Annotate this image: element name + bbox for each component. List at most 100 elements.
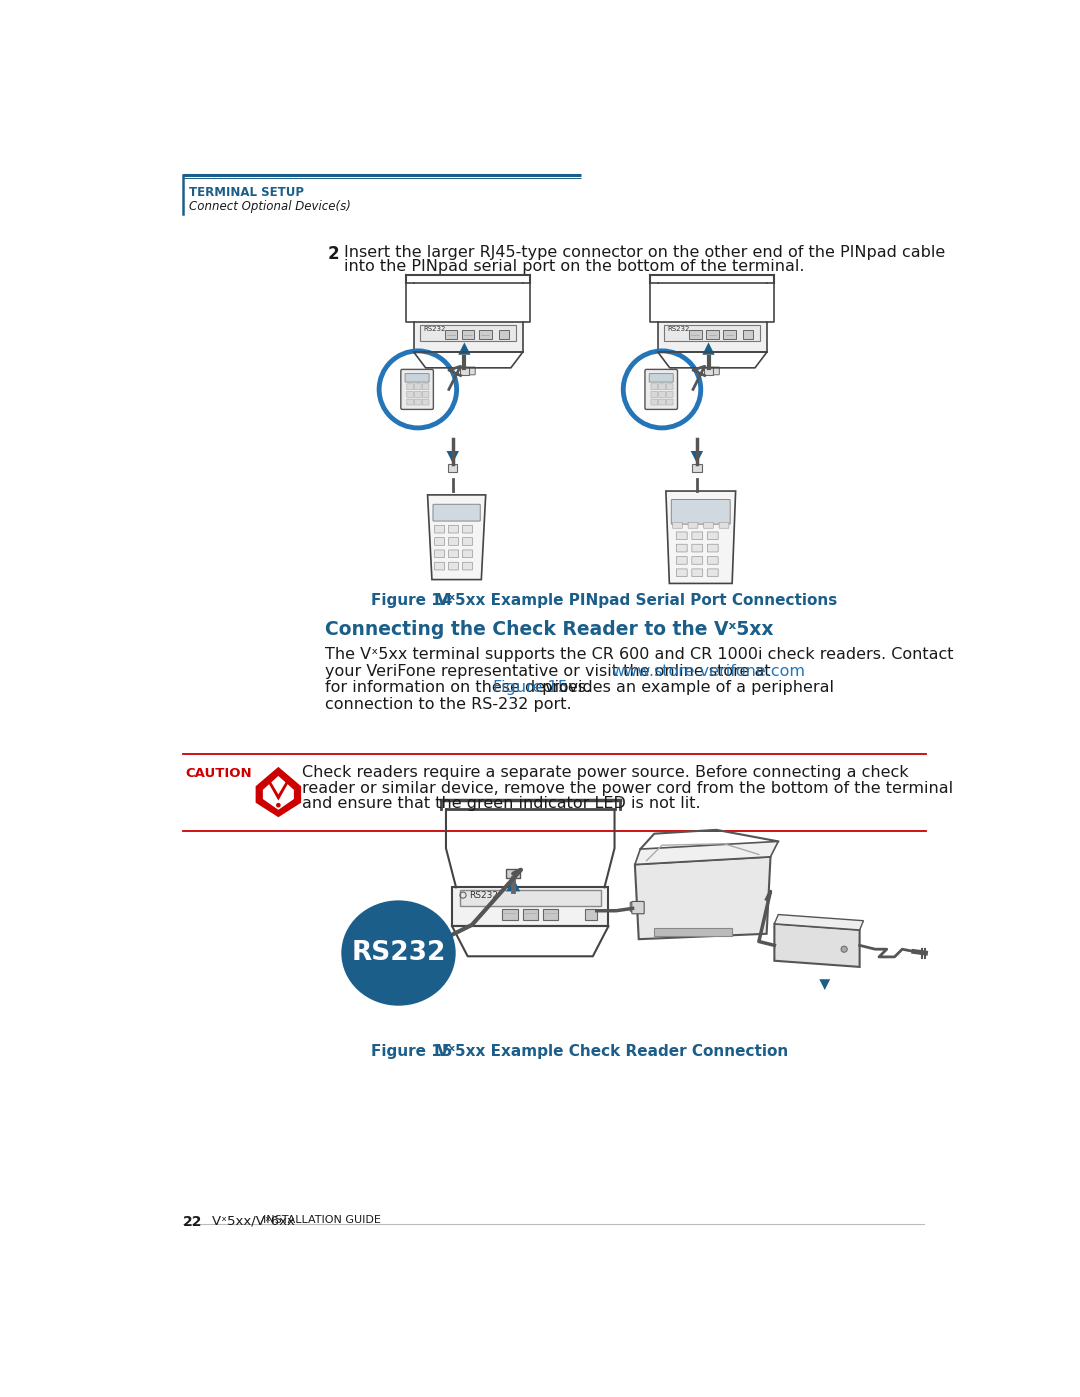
FancyBboxPatch shape	[692, 556, 703, 564]
Text: Figure 15: Figure 15	[372, 1044, 453, 1059]
FancyBboxPatch shape	[585, 909, 597, 919]
FancyBboxPatch shape	[507, 869, 521, 879]
FancyBboxPatch shape	[422, 384, 429, 390]
FancyBboxPatch shape	[676, 556, 687, 564]
FancyBboxPatch shape	[689, 330, 702, 338]
FancyBboxPatch shape	[704, 367, 713, 374]
FancyBboxPatch shape	[462, 525, 473, 534]
Text: Figure 14: Figure 14	[372, 594, 453, 609]
FancyBboxPatch shape	[461, 367, 475, 374]
FancyBboxPatch shape	[719, 522, 729, 528]
FancyBboxPatch shape	[654, 929, 732, 936]
FancyBboxPatch shape	[448, 562, 459, 570]
Polygon shape	[691, 451, 703, 464]
Polygon shape	[446, 451, 459, 464]
Polygon shape	[666, 490, 735, 584]
Text: Vˣ5xx Example Check Reader Connection: Vˣ5xx Example Check Reader Connection	[437, 1044, 788, 1059]
Text: into the PINpad serial port on the bottom of the terminal.: into the PINpad serial port on the botto…	[345, 260, 805, 274]
FancyBboxPatch shape	[445, 330, 458, 338]
Polygon shape	[268, 781, 289, 800]
FancyBboxPatch shape	[401, 369, 433, 409]
Ellipse shape	[342, 901, 455, 1004]
FancyBboxPatch shape	[460, 890, 600, 905]
Polygon shape	[257, 768, 300, 816]
FancyBboxPatch shape	[448, 464, 458, 472]
FancyBboxPatch shape	[692, 545, 703, 552]
Text: Check readers require a separate power source. Before connecting a check: Check readers require a separate power s…	[301, 766, 908, 780]
FancyBboxPatch shape	[415, 384, 421, 390]
FancyBboxPatch shape	[659, 400, 665, 405]
FancyBboxPatch shape	[462, 330, 474, 338]
FancyBboxPatch shape	[706, 330, 718, 338]
FancyBboxPatch shape	[659, 384, 665, 390]
FancyBboxPatch shape	[448, 525, 459, 534]
FancyBboxPatch shape	[462, 550, 473, 557]
FancyBboxPatch shape	[692, 532, 703, 539]
FancyBboxPatch shape	[420, 326, 516, 341]
FancyBboxPatch shape	[462, 562, 473, 570]
FancyBboxPatch shape	[543, 909, 558, 919]
FancyBboxPatch shape	[434, 538, 445, 545]
FancyBboxPatch shape	[433, 504, 481, 521]
FancyBboxPatch shape	[434, 525, 445, 534]
Text: 2: 2	[327, 244, 339, 263]
FancyBboxPatch shape	[676, 569, 687, 577]
FancyBboxPatch shape	[502, 909, 517, 919]
Text: Connect Optional Device(s): Connect Optional Device(s)	[189, 200, 351, 212]
FancyBboxPatch shape	[724, 330, 735, 338]
FancyBboxPatch shape	[407, 384, 414, 390]
Text: RS232: RS232	[667, 327, 690, 332]
FancyBboxPatch shape	[666, 391, 673, 397]
Text: for information on these devices.: for information on these devices.	[325, 680, 596, 696]
FancyBboxPatch shape	[645, 369, 677, 409]
FancyBboxPatch shape	[407, 391, 414, 397]
Polygon shape	[774, 923, 860, 967]
FancyBboxPatch shape	[453, 887, 608, 926]
Text: provides an example of a peripheral: provides an example of a peripheral	[538, 680, 835, 696]
FancyBboxPatch shape	[705, 367, 719, 374]
FancyBboxPatch shape	[407, 400, 414, 405]
Polygon shape	[428, 495, 486, 580]
FancyBboxPatch shape	[415, 391, 421, 397]
Text: reader or similar device, remove the power cord from the bottom of the terminal: reader or similar device, remove the pow…	[301, 781, 953, 795]
FancyBboxPatch shape	[676, 545, 687, 552]
Text: Vˣ5xx Example PINpad Serial Port Connections: Vˣ5xx Example PINpad Serial Port Connect…	[437, 594, 837, 609]
Text: RS232: RS232	[469, 891, 498, 900]
FancyBboxPatch shape	[692, 464, 702, 472]
Text: RS232: RS232	[351, 940, 446, 967]
FancyBboxPatch shape	[448, 550, 459, 557]
Text: Connecting the Check Reader to the Vˣ5xx: Connecting the Check Reader to the Vˣ5xx	[325, 620, 773, 640]
FancyBboxPatch shape	[499, 330, 509, 338]
FancyBboxPatch shape	[434, 550, 445, 557]
Circle shape	[841, 946, 847, 953]
FancyBboxPatch shape	[676, 532, 687, 539]
FancyBboxPatch shape	[659, 391, 665, 397]
Text: INSTALLATION GUIDE: INSTALLATION GUIDE	[262, 1215, 380, 1225]
Polygon shape	[774, 915, 864, 930]
FancyBboxPatch shape	[632, 901, 644, 914]
Text: RS232: RS232	[423, 327, 446, 332]
FancyBboxPatch shape	[743, 330, 753, 338]
Text: www.store.verifone.com: www.store.verifone.com	[611, 664, 806, 679]
FancyBboxPatch shape	[414, 321, 523, 352]
FancyBboxPatch shape	[658, 321, 767, 352]
FancyBboxPatch shape	[649, 373, 673, 383]
FancyBboxPatch shape	[666, 384, 673, 390]
FancyBboxPatch shape	[434, 562, 445, 570]
FancyBboxPatch shape	[688, 522, 698, 528]
FancyBboxPatch shape	[405, 373, 429, 383]
FancyBboxPatch shape	[707, 545, 718, 552]
FancyBboxPatch shape	[666, 400, 673, 405]
Polygon shape	[635, 841, 779, 865]
Text: connection to the RS-232 port.: connection to the RS-232 port.	[325, 697, 571, 712]
FancyBboxPatch shape	[651, 391, 658, 397]
Text: Figure 15: Figure 15	[492, 680, 568, 696]
FancyBboxPatch shape	[460, 367, 469, 374]
FancyBboxPatch shape	[707, 532, 718, 539]
Polygon shape	[635, 856, 770, 939]
Text: Insert the larger RJ45-type connector on the other end of the PINpad cable: Insert the larger RJ45-type connector on…	[345, 244, 945, 260]
FancyBboxPatch shape	[707, 556, 718, 564]
Polygon shape	[820, 979, 831, 990]
FancyBboxPatch shape	[707, 569, 718, 577]
Polygon shape	[458, 342, 471, 355]
